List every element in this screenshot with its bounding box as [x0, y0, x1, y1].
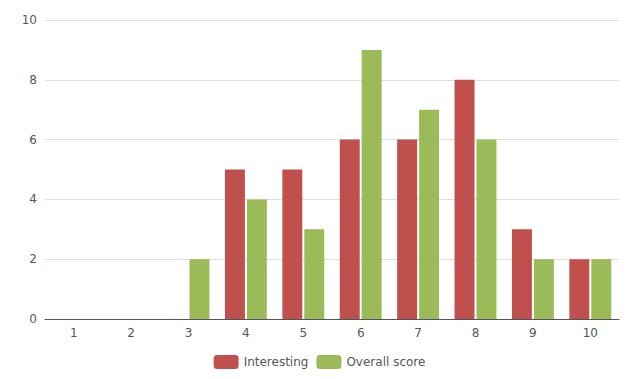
svg-text:2: 2: [29, 252, 37, 266]
svg-text:8: 8: [29, 73, 37, 87]
svg-text:4: 4: [242, 326, 250, 340]
svg-text:9: 9: [529, 326, 537, 340]
svg-text:2: 2: [127, 326, 135, 340]
svg-text:4: 4: [29, 192, 37, 206]
svg-text:8: 8: [472, 326, 480, 340]
svg-text:5: 5: [299, 326, 307, 340]
svg-text:10: 10: [22, 13, 37, 27]
svg-text:6: 6: [29, 133, 37, 147]
svg-text:Overall score: Overall score: [346, 355, 425, 369]
svg-text:10: 10: [583, 326, 598, 340]
svg-text:7: 7: [414, 326, 422, 340]
svg-text:Interesting: Interesting: [244, 355, 309, 369]
svg-text:0: 0: [29, 312, 37, 326]
svg-text:1: 1: [70, 326, 78, 340]
svg-text:6: 6: [357, 326, 365, 340]
svg-text:3: 3: [185, 326, 193, 340]
